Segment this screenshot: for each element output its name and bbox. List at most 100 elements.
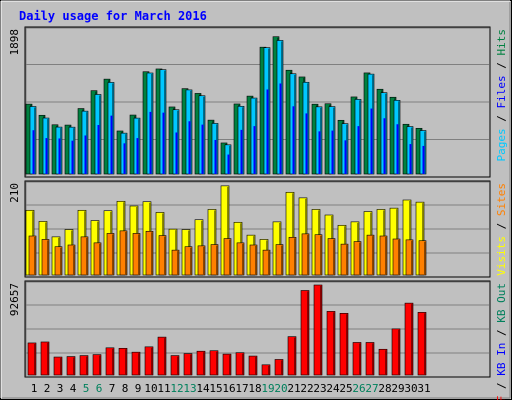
bar-pages-day-2 — [45, 138, 48, 174]
bar-pages-day-14 — [201, 124, 204, 174]
x-tick-label-2: 2 — [44, 382, 51, 395]
bar-kb-day-26 — [352, 342, 362, 376]
panel-middle — [24, 180, 491, 278]
bar-pages-day-10 — [149, 111, 152, 174]
bar-pages-day-28 — [383, 118, 386, 174]
bar-sites-day-24 — [327, 238, 336, 276]
bar-kb-day-16 — [222, 353, 232, 376]
bar-kb-day-23 — [313, 284, 323, 376]
bar-kb-day-9 — [131, 351, 141, 376]
bar-pages-day-20 — [279, 83, 282, 174]
x-tick-label-13: 13 — [183, 382, 196, 395]
bar-pages-day-16 — [227, 154, 230, 174]
bar-sites-day-21 — [288, 236, 297, 276]
x-tick-label-8: 8 — [122, 382, 129, 395]
x-tick-label-20: 20 — [274, 382, 287, 395]
bar-sites-day-30 — [405, 239, 414, 276]
bar-pages-day-29 — [396, 124, 399, 174]
bar-sites-day-10 — [145, 230, 154, 276]
bar-sites-day-3 — [54, 246, 63, 276]
x-tick-label-21: 21 — [287, 382, 300, 395]
ylabel-middle-part-1: Visits — [495, 236, 508, 276]
bar-pages-day-7 — [110, 115, 113, 174]
bar-kb-day-28 — [378, 348, 388, 376]
bar-pages-day-15 — [214, 139, 217, 174]
bar-kb-day-20 — [274, 359, 284, 376]
x-tick-label-1: 1 — [31, 382, 38, 395]
bar-sites-day-14 — [197, 245, 206, 276]
bar-sites-day-15 — [210, 244, 219, 276]
bar-sites-day-12 — [171, 249, 180, 276]
bar-kb-day-17 — [235, 352, 245, 376]
bar-pages-day-21 — [292, 106, 295, 174]
x-tick-label-3: 3 — [57, 382, 64, 395]
bar-kb-day-13 — [183, 353, 193, 376]
bar-pages-day-18 — [253, 126, 256, 174]
chart-title: Daily usage for March 2016 — [19, 9, 207, 23]
bar-kb-day-22 — [300, 290, 310, 376]
bar-pages-day-31 — [422, 145, 425, 174]
x-tick-label-12: 12 — [170, 382, 183, 395]
bar-kb-day-15 — [209, 350, 219, 376]
ylabel-middle: Visits / Sites — [495, 183, 508, 276]
bar-sites-day-16 — [223, 238, 232, 276]
bar-sites-day-23 — [314, 234, 323, 276]
bar-pages-day-9 — [136, 138, 139, 174]
bar-sites-day-2 — [41, 239, 50, 276]
x-tick-label-26: 26 — [352, 382, 365, 395]
ylabel-bottom: KB F / KB In / KB Out — [495, 283, 508, 400]
x-tick-label-19: 19 — [261, 382, 274, 395]
x-tick-label-14: 14 — [196, 382, 210, 395]
bar-kb-day-14 — [196, 350, 206, 376]
ylabel-top: Pages / Files / Hits — [495, 29, 508, 162]
bar-sites-day-26 — [353, 241, 362, 276]
bar-sites-day-25 — [340, 243, 349, 276]
ylabel-top-part-3: Hits — [495, 29, 508, 56]
bar-pages-day-4 — [71, 140, 74, 174]
x-tick-label-25: 25 — [339, 382, 352, 395]
bar-sites-day-29 — [392, 238, 401, 276]
bar-kb-day-6 — [92, 354, 102, 376]
bar-kb-day-11 — [157, 336, 167, 376]
bar-pages-day-19 — [266, 89, 269, 174]
bar-pages-day-25 — [344, 140, 347, 174]
panel-bottom — [24, 280, 491, 378]
max-label-top: 1898 — [8, 29, 21, 56]
ylabel-bottom-part-3: KB Out — [495, 283, 508, 323]
x-tick-label-10: 10 — [144, 382, 157, 395]
x-tick-label-6: 6 — [96, 382, 103, 395]
bar-sites-day-4 — [67, 244, 76, 276]
bar-pages-day-1 — [32, 130, 35, 174]
bar-kb-day-3 — [53, 356, 63, 376]
bar-kb-day-2 — [40, 341, 50, 376]
bar-pages-day-11 — [162, 112, 165, 174]
x-tick-label-31: 31 — [417, 382, 430, 395]
ylabel-middle-part-2: Sites — [495, 183, 508, 216]
bar-kb-day-24 — [326, 311, 336, 376]
bar-kb-day-30 — [404, 302, 414, 376]
bar-sites-day-8 — [119, 230, 128, 276]
bar-pages-day-24 — [331, 130, 334, 174]
bar-pages-day-6 — [97, 124, 100, 174]
ylabel-top-part-1: Pages — [495, 128, 508, 161]
side-labels: Pages / Files / Hits Visits / Sites KB F /… — [495, 29, 508, 404]
bar-kb-day-31 — [417, 312, 427, 376]
bar-kb-day-8 — [118, 347, 128, 376]
bar-kb-day-18 — [248, 355, 258, 376]
bar-sites-day-18 — [249, 244, 258, 276]
x-tick-label-30: 30 — [404, 382, 417, 395]
x-tick-label-4: 4 — [70, 382, 77, 395]
bar-kb-day-27 — [365, 342, 375, 376]
bar-sites-day-17 — [236, 242, 245, 276]
bar-pages-day-23 — [318, 131, 321, 174]
x-tick-label-23: 23 — [313, 382, 326, 395]
x-axis-labels: 1 2 3 4 5 6 7 8 9 10 11 12 13 14 15 16 17 18 19 20 21 22 23 24 2… — [31, 382, 431, 395]
x-tick-label-7: 7 — [109, 382, 116, 395]
bar-pages-day-22 — [305, 113, 308, 174]
max-label-bottom: 92657 — [8, 283, 21, 316]
ylabel-top-part-2: Files — [495, 75, 508, 108]
bar-sites-day-9 — [132, 233, 141, 276]
x-tick-label-28: 28 — [378, 382, 391, 395]
